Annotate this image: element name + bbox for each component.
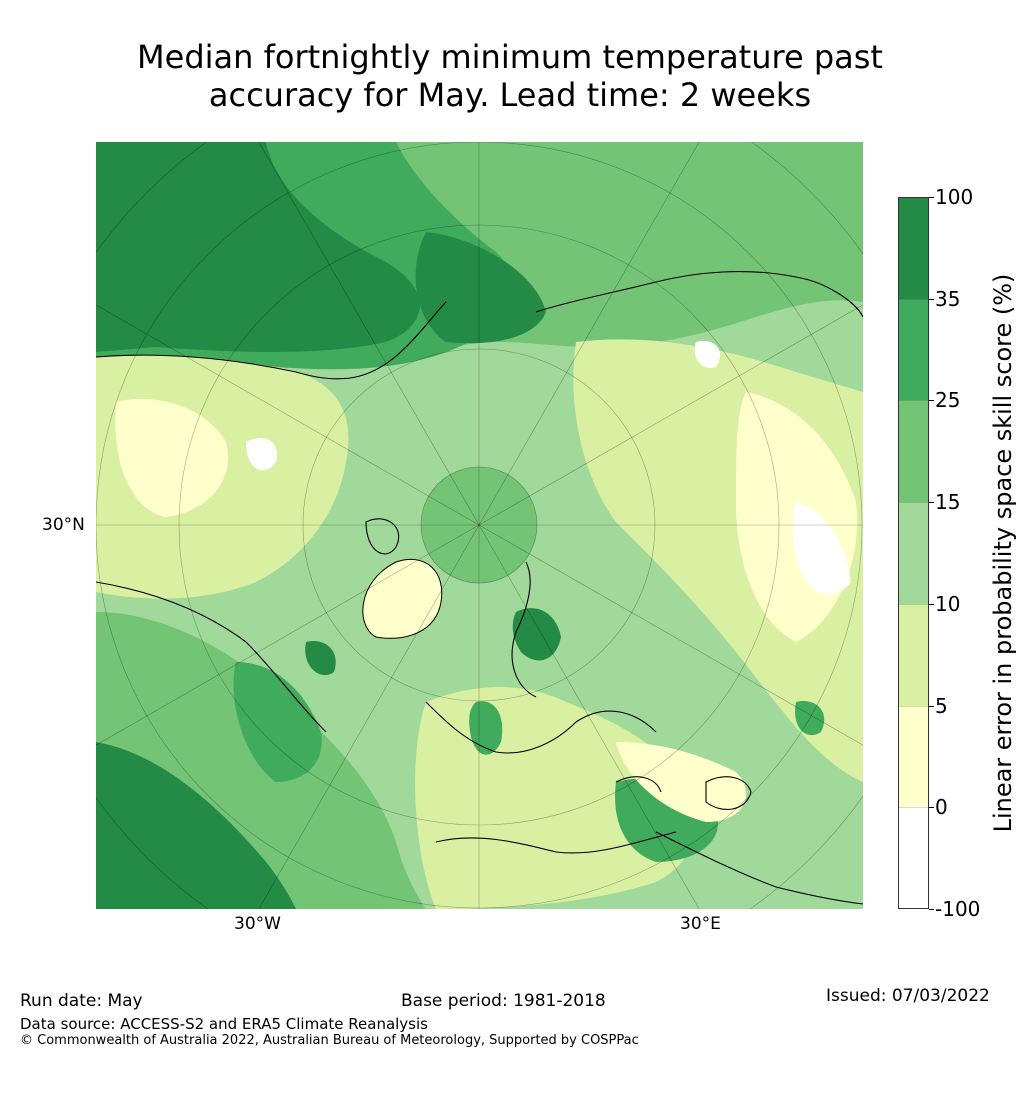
issued-date: Issued: 07/03/2022 — [826, 986, 990, 1006]
lon-label-30e: 30°E — [680, 914, 721, 934]
region-siberia-white — [792, 502, 851, 595]
region-uk — [469, 701, 503, 755]
colorbar-tick-mark — [929, 298, 934, 300]
meridian-150e — [478, 142, 700, 526]
colorbar-tick-mark — [929, 197, 934, 198]
title-line-1: Median fortnightly minimum temperature p… — [137, 38, 883, 76]
meridian-30w — [258, 524, 480, 909]
colorbar-frame — [898, 197, 929, 909]
patch-green-1 — [795, 701, 825, 736]
copyright: © Commonwealth of Australia 2022, Austra… — [20, 1033, 639, 1048]
coast-mediterranean — [435, 831, 677, 854]
patch-green-2 — [305, 641, 336, 676]
colorbar-label: Linear error in probability space skill … — [989, 273, 1017, 833]
colorbar-tick-label: 0 — [935, 795, 948, 820]
meridian-60e — [478, 524, 863, 746]
region-middle-east-light — [616, 742, 746, 822]
patch-white-1 — [246, 438, 277, 471]
colorbar-segment — [898, 298, 929, 401]
region-canada-light — [115, 398, 228, 517]
graticule — [96, 142, 863, 909]
coast-canada-east — [96, 581, 327, 733]
colorbar — [898, 197, 929, 909]
region-pacific-deep — [96, 142, 420, 352]
colorbar-tick-mark — [929, 603, 934, 605]
chart-title: Median fortnightly minimum temperature p… — [0, 38, 1020, 114]
parallel-60 — [302, 348, 656, 702]
region-labrador — [233, 662, 322, 782]
coast-caspian — [705, 776, 752, 810]
lat-label-30n: 30°N — [42, 515, 85, 535]
region-bering-deep — [415, 232, 546, 344]
colorbar-segment — [898, 400, 929, 503]
colorbar-tick-mark — [929, 705, 934, 707]
meridian-120w — [96, 304, 480, 526]
parallel-30 — [96, 142, 863, 909]
polar-map — [96, 142, 863, 909]
map-svg — [96, 142, 863, 909]
colorbar-tick-label: 15 — [935, 490, 961, 515]
colorbar-tick-label: 10 — [935, 591, 961, 616]
colorbar-tick-label: -100 — [935, 897, 981, 921]
colorbar-segment — [898, 807, 929, 909]
meridian-150w — [258, 142, 480, 526]
coast-siberia-north — [535, 271, 863, 318]
colorbar-tick-mark — [929, 400, 934, 402]
lon-label-30w: 30°W — [234, 914, 281, 934]
region-scandinavia-dark — [512, 608, 561, 661]
meridian-60w — [96, 524, 480, 746]
data-source: Data source: ACCESS-S2 and ERA5 Climate … — [20, 1015, 428, 1033]
patch-white-2 — [694, 341, 720, 368]
colorbar-tick-mark — [929, 502, 934, 504]
meridian-30e — [478, 524, 700, 909]
run-date: Run date: May — [20, 991, 143, 1011]
coast-arctic-islands — [365, 518, 400, 555]
colorbar-tick-label: 35 — [935, 286, 961, 311]
coast-black-sea — [615, 776, 662, 793]
parallel-45 — [178, 224, 780, 826]
greenland — [362, 558, 443, 639]
colorbar-segment — [898, 197, 929, 299]
coastlines — [96, 271, 863, 905]
coast-europe-north — [425, 701, 657, 754]
colorbar-tick-label: 25 — [935, 388, 961, 413]
coast-alaska — [96, 301, 447, 380]
base-period: Base period: 1981-2018 — [401, 991, 606, 1011]
parallel-80 — [420, 466, 538, 584]
coast-scandinavia — [511, 561, 537, 698]
region-arctic-center — [421, 467, 537, 583]
title-line-2: accuracy for May. Lead time: 2 weeks — [208, 76, 812, 114]
colorbar-tick-mark — [929, 909, 934, 910]
colorbar-tick-mark — [929, 807, 934, 809]
colorbar-tick-label: 100 — [935, 185, 974, 209]
colorbar-segment — [898, 705, 929, 808]
colorbar-tick-label: 5 — [935, 693, 948, 718]
region-atlantic-deep — [96, 742, 296, 909]
colorbar-segment — [898, 502, 929, 604]
meridian-120e — [478, 304, 863, 526]
colorbar-segment — [898, 603, 929, 706]
coast-middle-east — [655, 831, 863, 905]
